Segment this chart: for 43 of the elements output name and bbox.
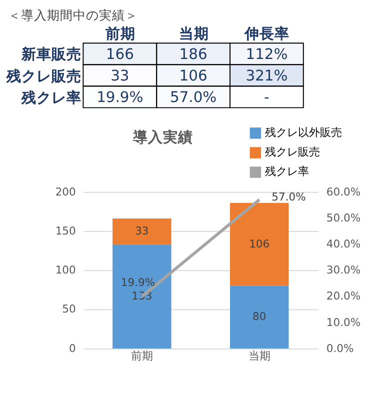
- data-label: 57.0%: [170, 88, 217, 106]
- text: -: [264, 88, 270, 106]
- y-tick-label: 0: [69, 342, 76, 355]
- x-tick-label: 前期: [130, 350, 153, 363]
- data-label: 80: [252, 310, 266, 324]
- y-tick-label: 残クレ販売: [6, 68, 82, 85]
- y-tick-label: 200: [55, 185, 76, 198]
- data-label: 57.0%: [272, 190, 306, 204]
- x-tick-label: 前期: [104, 26, 136, 43]
- data-label: 106: [179, 67, 208, 84]
- legend-label: 残クレ販売: [265, 146, 320, 159]
- y2-tick-label: 20.0%: [326, 290, 361, 303]
- y-tick-label: 50: [62, 302, 76, 316]
- y2-tick-label: 10.0%: [326, 316, 361, 329]
- data-label: 19.9%: [120, 276, 156, 289]
- legend-label: 残クレ以外販売: [265, 126, 342, 140]
- bar: [112, 244, 172, 348]
- y-tick-label: 新車販売: [20, 45, 82, 64]
- data-label: 186: [179, 46, 208, 63]
- bar: [230, 202, 289, 286]
- data-label: 33: [135, 224, 149, 238]
- y2-tick-label: 30.0%: [326, 264, 361, 277]
- y2-tick-label: 50.0%: [326, 211, 361, 224]
- y2-tick-label: 40.0%: [326, 237, 361, 250]
- y-tick-label: 残クレ率: [20, 88, 82, 106]
- data-label: 112%: [246, 46, 288, 63]
- legend-label: 残クレ率: [265, 165, 310, 178]
- x-tick-label: 当期: [178, 26, 209, 43]
- y-tick-label: 100: [55, 264, 76, 277]
- y2-tick-label: 0.0%: [326, 342, 354, 355]
- bar: [112, 218, 172, 244]
- data-label: 166: [106, 46, 134, 63]
- data-label: 321%: [246, 67, 288, 84]
- x-tick-label: 当期: [248, 350, 270, 363]
- y-tick-label: 150: [55, 224, 76, 238]
- x-tick-label: 伸長率: [244, 24, 290, 43]
- data-label: 106: [249, 237, 270, 250]
- bar: [230, 286, 289, 348]
- chart-title: ＜導入期間中の実績＞: [8, 8, 138, 23]
- chart-title: 導入実績: [132, 128, 194, 146]
- y2-tick-label: 60.0%: [326, 185, 361, 198]
- data-label: 19.9%: [96, 88, 144, 106]
- data-label: 33: [110, 67, 130, 84]
